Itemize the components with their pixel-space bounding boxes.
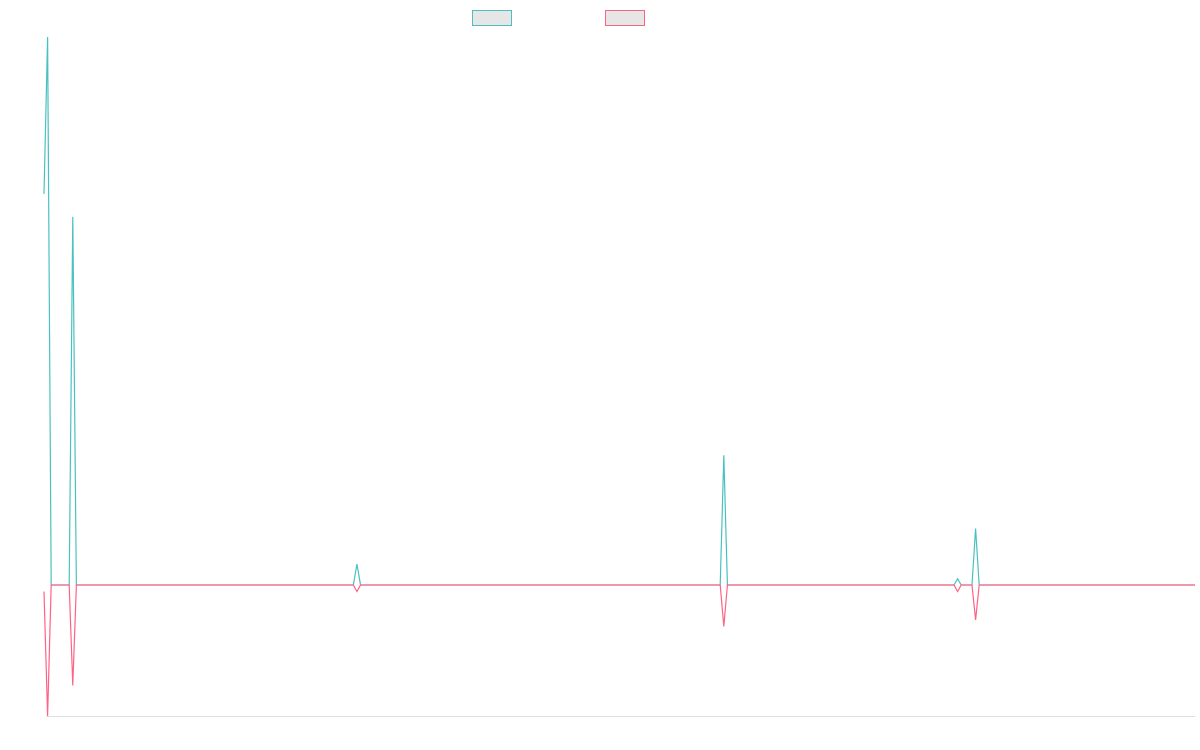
legend-swatch-2[interactable] [605,10,645,26]
series-line-2 [43,584,1195,717]
legend[interactable] [472,10,645,26]
legend-swatch-1[interactable] [472,10,512,26]
series-layer [43,36,1195,717]
series-line-1 [43,36,1195,586]
